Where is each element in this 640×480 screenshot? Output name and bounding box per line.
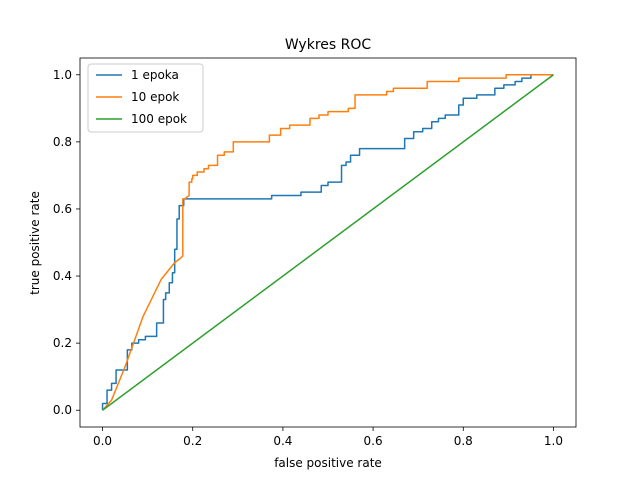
series-layer: [101, 74, 554, 411]
x-tick-label: 0.6: [364, 434, 383, 448]
axes-layer: 0.0 0.2 0.4 0.6 0.8 1.0 0.0 0.2 0.4 0.6 0.8 1.0: [53, 57, 577, 448]
y-tick-label: 0.4: [53, 269, 72, 283]
legend-label-3: 100 epok: [131, 112, 187, 126]
x-tick-label: 1.0: [544, 434, 563, 448]
series-line-1: [101, 74, 554, 411]
y-tick-label: 0.0: [53, 403, 72, 417]
x-tick-label: 0.2: [183, 434, 202, 448]
y-axis-label: true positive rate: [28, 191, 42, 295]
x-axis-label: false positive rate: [274, 456, 382, 470]
y-tick-label: 0.8: [53, 135, 72, 149]
y-tick-label: 0.2: [53, 336, 72, 350]
x-tick-label: 0.0: [93, 434, 112, 448]
legend-box: [87, 63, 204, 133]
chart-title: Wykres ROC: [285, 37, 372, 53]
series-line-3: [102, 74, 554, 411]
legend-label-1: 1 epoka: [131, 68, 179, 82]
y-tick-label: 0.6: [53, 202, 72, 216]
y-tick-label: 1.0: [53, 68, 72, 82]
legend: 1 epoka 10 epok 100 epok: [87, 63, 204, 133]
series-line-2: [101, 74, 554, 411]
plot-frame: [79, 57, 577, 428]
x-tick-label: 0.4: [273, 434, 292, 448]
legend-label-2: 10 epok: [131, 90, 179, 104]
x-tick-label: 0.8: [454, 434, 473, 448]
